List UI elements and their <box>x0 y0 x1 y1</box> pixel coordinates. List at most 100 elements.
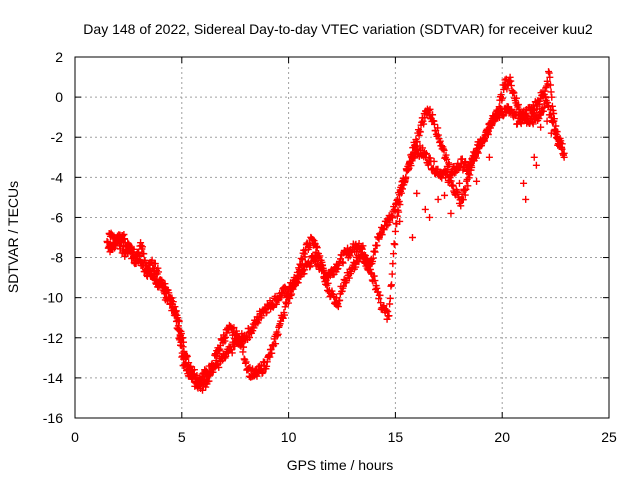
data-point <box>288 290 296 298</box>
data-point <box>210 362 218 370</box>
grid-lines <box>75 57 609 418</box>
data-point <box>541 93 549 101</box>
data-point <box>386 294 394 302</box>
data-point <box>359 242 367 250</box>
data-point <box>468 163 476 171</box>
data-point <box>495 103 503 111</box>
data-point <box>424 161 432 169</box>
data-point <box>155 268 163 276</box>
data-point <box>301 253 309 261</box>
data-point <box>434 195 442 203</box>
data-point <box>316 252 324 260</box>
data-point <box>546 81 554 89</box>
y-tick-label: 0 <box>55 89 63 105</box>
x-tick-label: 0 <box>71 429 79 445</box>
data-point <box>457 202 465 210</box>
data-point <box>222 333 230 341</box>
data-point <box>466 171 474 179</box>
data-point <box>543 117 551 125</box>
data-point <box>413 138 421 146</box>
data-point <box>339 282 347 290</box>
data-points <box>103 68 568 394</box>
x-tick-label: 5 <box>178 429 186 445</box>
data-point <box>440 146 448 154</box>
data-point <box>416 128 424 136</box>
plot-frame <box>74 56 610 419</box>
data-point <box>388 214 396 222</box>
data-point <box>447 209 455 217</box>
data-point <box>334 303 342 311</box>
data-point <box>395 208 403 216</box>
data-point <box>470 157 478 165</box>
data-point <box>297 254 305 262</box>
data-point <box>406 157 414 165</box>
data-point <box>240 343 248 351</box>
data-point <box>522 195 530 203</box>
data-point <box>459 196 467 204</box>
y-tick-label: -14 <box>43 370 63 386</box>
data-point <box>268 349 276 357</box>
data-point <box>560 153 568 161</box>
data-point <box>352 263 360 271</box>
data-point <box>411 143 419 151</box>
data-point <box>530 153 538 161</box>
data-point <box>413 189 421 197</box>
data-point <box>389 250 397 258</box>
data-point <box>363 254 371 262</box>
data-point <box>396 217 404 225</box>
x-tick-label: 10 <box>281 429 297 445</box>
data-point <box>422 150 430 158</box>
data-point <box>297 261 305 269</box>
data-point <box>324 279 332 287</box>
data-point <box>420 120 428 128</box>
data-point <box>464 182 472 190</box>
data-point <box>536 95 544 103</box>
data-point <box>202 383 210 391</box>
y-tick-label: -2 <box>51 129 64 145</box>
data-point <box>557 137 565 145</box>
data-point <box>272 340 280 348</box>
data-point <box>520 179 528 187</box>
data-point <box>430 157 438 165</box>
data-point <box>447 170 455 178</box>
data-point <box>498 94 506 102</box>
data-point <box>228 349 236 357</box>
data-point <box>263 308 271 316</box>
data-point <box>313 244 321 252</box>
data-point <box>281 311 289 319</box>
x-tick-label: 25 <box>601 429 617 445</box>
data-point <box>426 213 434 221</box>
data-point <box>389 260 397 268</box>
data-point <box>350 258 358 266</box>
data-point <box>455 179 463 187</box>
data-point <box>408 150 416 158</box>
data-point <box>495 110 503 118</box>
data-point <box>426 105 434 113</box>
data-point <box>443 155 451 163</box>
y-tick-label: -8 <box>51 250 64 266</box>
data-point <box>293 277 301 285</box>
data-point <box>177 342 185 350</box>
data-point <box>180 355 188 363</box>
data-point <box>176 333 184 341</box>
data-point <box>132 259 140 267</box>
data-point <box>430 120 438 128</box>
data-point <box>284 299 292 307</box>
series-SDTVAR <box>103 87 568 388</box>
data-point <box>547 129 555 137</box>
data-point <box>546 73 554 81</box>
data-point <box>408 234 416 241</box>
data-point <box>172 308 180 316</box>
data-point <box>473 177 481 185</box>
data-point <box>484 131 492 139</box>
data-point <box>373 241 381 249</box>
data-point <box>382 306 390 314</box>
data-point <box>541 100 549 108</box>
data-point <box>388 281 396 289</box>
data-point <box>168 294 176 302</box>
data-point <box>429 111 437 119</box>
data-point <box>388 270 396 278</box>
data-point <box>398 185 406 193</box>
data-point <box>317 256 325 264</box>
